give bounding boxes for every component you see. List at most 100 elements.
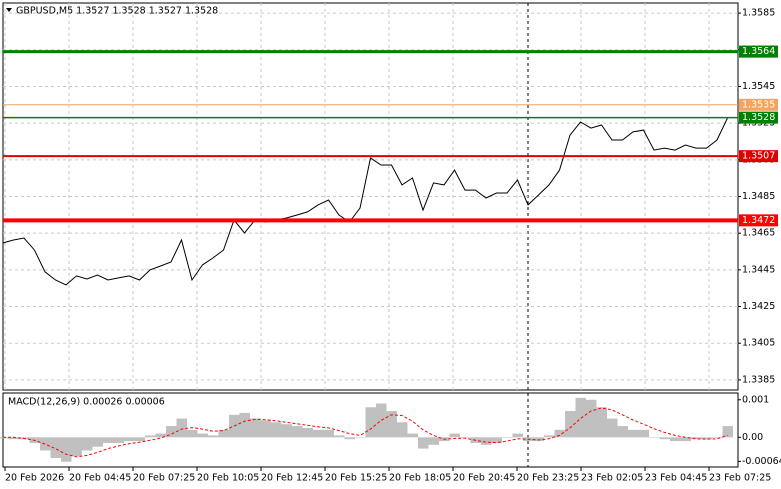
macd-bar <box>649 437 660 438</box>
menu-arrow <box>6 8 12 12</box>
macd-bar <box>491 437 502 443</box>
macd-bar <box>596 407 607 438</box>
macd-bar <box>313 429 324 438</box>
y-tick-label: 0.00 <box>742 432 763 443</box>
macd-bar <box>607 418 618 438</box>
macd-title: MACD(12,26,9) 0.00026 0.00006 <box>8 397 165 408</box>
macd-bar <box>544 435 555 438</box>
macd-bar <box>260 420 271 438</box>
macd-bar <box>176 418 187 438</box>
x-tick-label: 20 Feb 20:45 <box>453 473 515 484</box>
level-label: 1.3564 <box>742 46 775 57</box>
macd-bar <box>701 437 712 440</box>
macd-bar <box>0 437 9 439</box>
macd-bar <box>103 437 114 443</box>
y-tick-label: -0.00064 <box>742 456 781 467</box>
chart-title: GBPUSD,M5 1.3527 1.3528 1.3527 1.3528 <box>16 6 218 17</box>
macd-bar <box>638 429 649 438</box>
x-tick-label: 20 Feb 04:45 <box>69 473 131 484</box>
macd-bar <box>533 437 544 442</box>
macd-bar <box>680 437 691 442</box>
macd-bar <box>271 422 282 438</box>
macd-bar <box>617 426 628 438</box>
macd-bar <box>365 407 376 438</box>
level-label: 1.3472 <box>742 215 775 226</box>
price-line <box>2 117 728 286</box>
y-tick-label: 1.3585 <box>742 8 775 19</box>
macd-bar <box>208 435 219 438</box>
macd-bar <box>61 437 72 462</box>
macd-bar <box>418 437 429 449</box>
macd-bar <box>302 427 313 438</box>
macd-bar <box>40 437 51 451</box>
macd-bar <box>124 437 135 442</box>
level-label: 1.3528 <box>742 112 775 123</box>
macd-bar <box>670 437 681 442</box>
level-label-bg <box>739 214 778 227</box>
y-tick-label: 1.3405 <box>742 338 775 349</box>
macd-bar <box>628 429 639 438</box>
macd-bar <box>187 429 198 438</box>
macd-bar <box>722 426 733 438</box>
macd-bar <box>218 429 229 438</box>
signal-line <box>3 407 728 458</box>
y-tick-label: 1.3445 <box>742 264 775 275</box>
level-label: 1.3507 <box>742 151 775 162</box>
macd-bar <box>166 426 177 438</box>
macd-bar <box>712 437 723 438</box>
macd-bar <box>512 433 523 438</box>
macd-bar <box>386 411 397 438</box>
macd-bar <box>8 437 19 440</box>
x-tick-label: 23 Feb 04:45 <box>645 473 707 484</box>
macd-bar <box>344 437 355 440</box>
x-tick-label: 20 Feb 07:25 <box>133 473 195 484</box>
macd-bar <box>145 435 156 438</box>
macd-bar <box>292 426 303 438</box>
macd-bar <box>197 433 208 438</box>
x-tick-label: 20 Feb 23:25 <box>517 473 579 484</box>
macd-bar <box>155 433 166 438</box>
x-tick-label: 20 Feb 12:45 <box>261 473 323 484</box>
macd-bar <box>82 437 93 451</box>
macd-bar <box>397 422 408 438</box>
macd-bar <box>554 429 565 438</box>
macd-bar <box>250 418 261 438</box>
macd-bar <box>481 437 492 445</box>
macd-bar <box>239 412 250 438</box>
y-tick-label: 1.3465 <box>742 228 775 239</box>
y-tick-label: 1.3385 <box>742 374 775 385</box>
macd-bar <box>407 433 418 438</box>
macd-bar <box>71 437 82 457</box>
level-label-bg <box>739 98 778 111</box>
y-tick-label: 0.001 <box>742 394 769 405</box>
x-tick-label: 20 Feb 2026 <box>5 473 64 484</box>
y-tick-label: 1.3545 <box>742 81 775 92</box>
macd-bar <box>113 437 124 443</box>
macd-bar <box>659 437 670 440</box>
y-tick-label: 1.3425 <box>742 301 775 312</box>
macd-bar <box>449 433 460 438</box>
macd-bar <box>50 437 61 458</box>
macd-bar <box>376 403 387 438</box>
level-label-bg <box>739 45 778 58</box>
macd-bar <box>691 437 702 440</box>
macd-bar <box>92 437 103 447</box>
macd-bar <box>460 437 471 438</box>
x-tick-label: 20 Feb 15:25 <box>325 473 387 484</box>
macd-bar <box>281 424 292 438</box>
level-label: 1.3535 <box>742 99 775 110</box>
macd-bar <box>575 397 586 438</box>
macd-bar <box>334 435 345 438</box>
x-tick-label: 23 Feb 07:25 <box>709 473 771 484</box>
macd-bar <box>134 437 145 442</box>
macd-bar <box>565 411 576 438</box>
macd-bar <box>428 437 439 445</box>
x-tick-label: 20 Feb 18:05 <box>389 473 451 484</box>
x-tick-label: 23 Feb 02:05 <box>581 473 643 484</box>
macd-frame <box>2 392 739 468</box>
macd-bar <box>502 437 513 438</box>
level-label-bg <box>739 150 778 163</box>
macd-bar <box>323 429 334 438</box>
